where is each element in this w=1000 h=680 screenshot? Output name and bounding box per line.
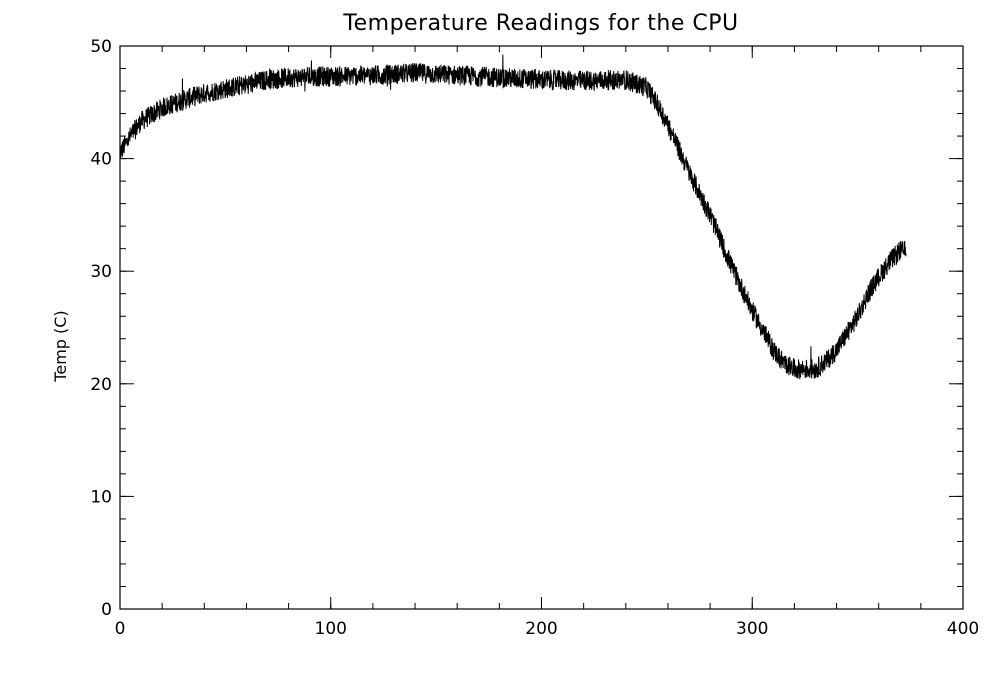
plot-frame	[119, 45, 964, 610]
y-tick-label: 40	[90, 150, 112, 170]
axis-tick-labels: 0 100 200 300 400 0 10 20 30 40 50	[90, 37, 979, 639]
y-tick-label: 10	[90, 487, 112, 507]
x-tick-label: 100	[315, 619, 347, 639]
x-tick-label: 200	[525, 619, 557, 639]
y-axis-label: Temp (C)	[51, 310, 70, 382]
y-tick-label: 30	[90, 262, 112, 282]
x-tick-label: 300	[736, 619, 768, 639]
axis-ticks	[119, 45, 964, 610]
y-tick-label: 0	[101, 600, 112, 620]
x-tick-label: 0	[115, 619, 126, 639]
series-line-cpu-temp	[119, 54, 907, 380]
x-tick-label: 400	[947, 619, 979, 639]
y-tick-label: 20	[90, 375, 112, 395]
y-tick-label: 50	[90, 37, 112, 57]
chart-title: Temperature Readings for the CPU	[342, 11, 738, 36]
